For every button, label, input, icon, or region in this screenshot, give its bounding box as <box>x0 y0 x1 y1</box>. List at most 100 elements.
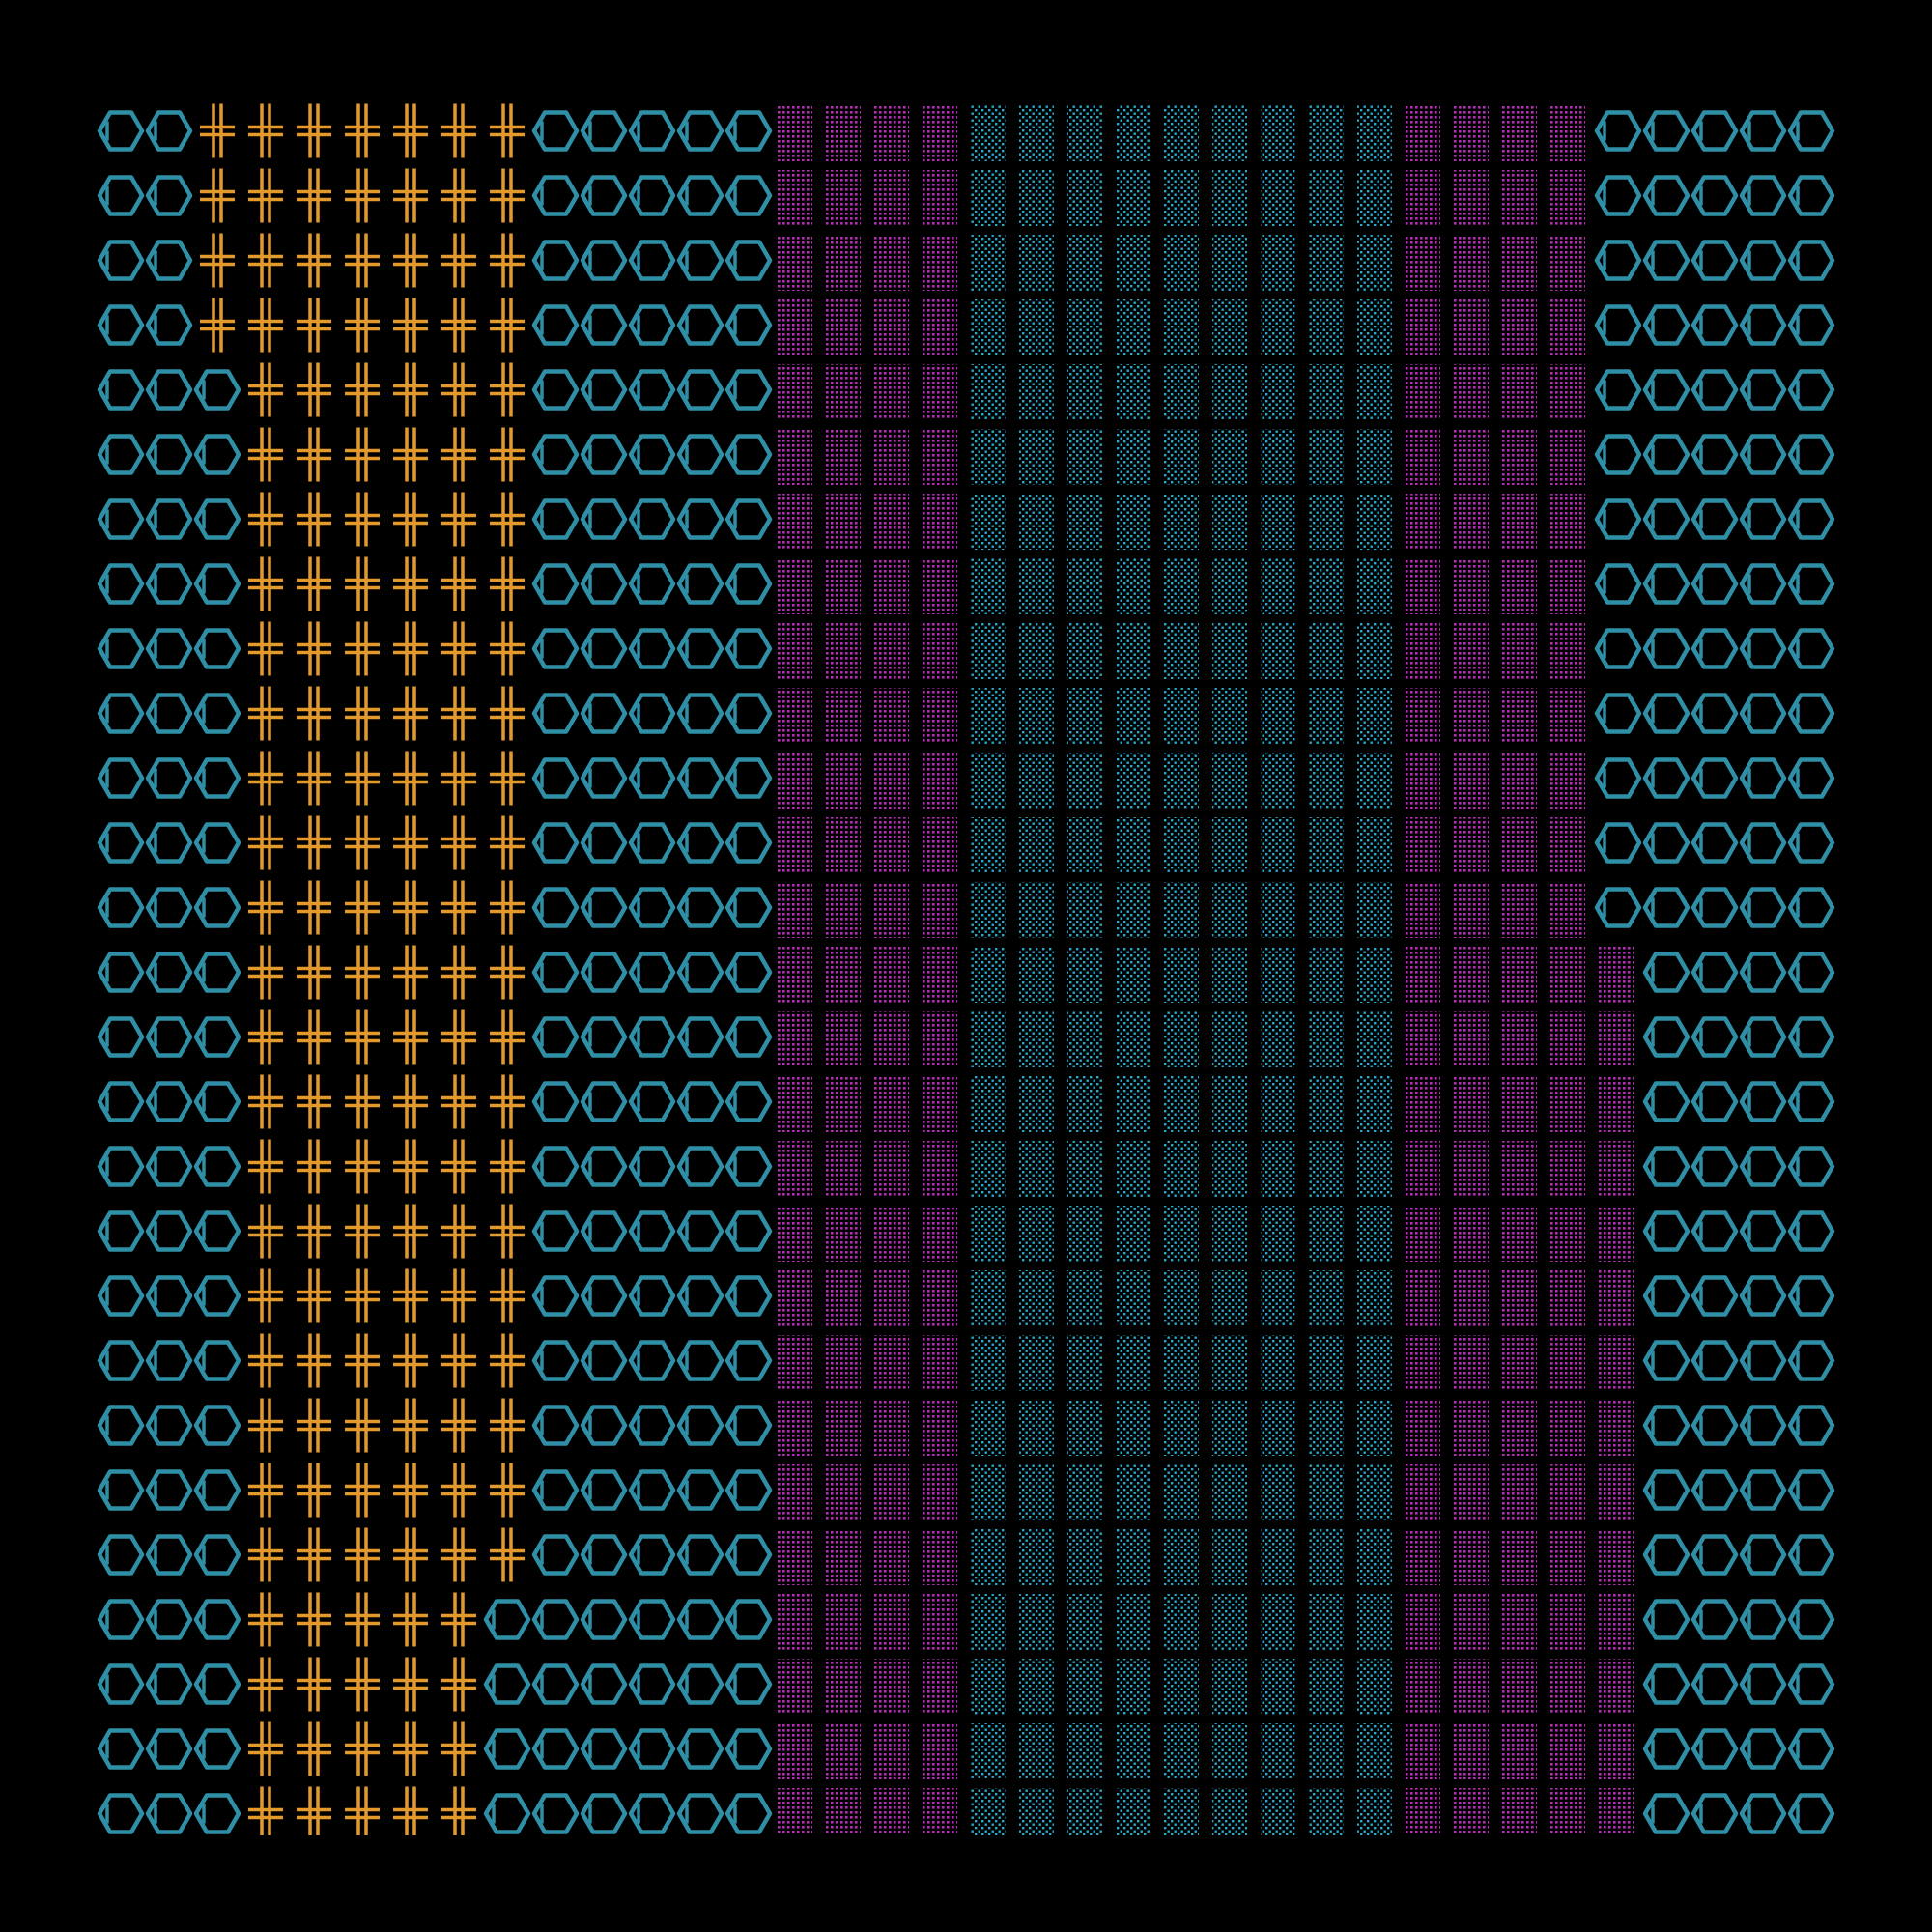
cyan-dot-block <box>971 817 1006 873</box>
cross-glyph <box>440 1525 478 1584</box>
hexagon-glyph <box>1645 566 1688 603</box>
hexagon-glyph <box>148 890 190 926</box>
magenta-dot-block <box>826 1659 861 1715</box>
hexagon-glyph <box>196 825 239 862</box>
cyan-dot-block <box>1309 558 1344 614</box>
magenta-dot-block <box>1406 494 1440 550</box>
cyan-dot-block <box>1212 947 1247 1003</box>
hexagon-glyph <box>1790 631 1833 668</box>
cross-glyph <box>440 943 478 1002</box>
cyan-dot-block <box>1212 817 1247 873</box>
cyan-dot-block <box>1116 1594 1151 1650</box>
hexagon-glyph <box>1597 113 1639 150</box>
cross-glyph <box>488 360 526 419</box>
hexagon-glyph <box>486 1666 528 1703</box>
cyan-dot-block <box>1261 1464 1295 1520</box>
hexagon-glyph <box>1645 437 1688 473</box>
magenta-dot-block <box>1550 1206 1585 1262</box>
cross-glyph <box>295 425 333 484</box>
hexagon-glyph <box>1742 372 1784 409</box>
hexagon-glyph <box>148 1084 190 1121</box>
hexagon-glyph <box>148 1019 190 1056</box>
cyan-dot-block <box>1212 1400 1247 1456</box>
cross-glyph <box>246 684 285 743</box>
cyan-dot-block <box>1261 1788 1295 1835</box>
hexagon-glyph <box>727 1472 770 1509</box>
cyan-dot-block <box>1357 235 1392 291</box>
cyan-dot-block <box>1309 1076 1344 1132</box>
cyan-dot-block <box>971 1141 1006 1197</box>
magenta-dot-block <box>1406 170 1440 226</box>
hexagon-glyph <box>727 760 770 797</box>
hexagon-glyph <box>1693 890 1736 926</box>
hexagon-glyph <box>582 631 625 668</box>
hexagon-glyph <box>1790 113 1833 150</box>
hexagon-glyph <box>679 1213 722 1250</box>
cross-glyph <box>343 1396 382 1455</box>
hexagon-glyph <box>727 113 770 150</box>
cyan-dot-block <box>1309 1529 1344 1585</box>
magenta-dot-block <box>826 364 861 420</box>
hexagon-glyph <box>582 696 625 732</box>
cross-glyph <box>295 1655 333 1714</box>
cyan-dot-block <box>1067 688 1102 744</box>
cross-glyph <box>440 1266 478 1325</box>
cyan-dot-block <box>1067 1270 1102 1326</box>
cyan-dot-block <box>1261 494 1295 550</box>
magenta-dot-block <box>778 1529 812 1585</box>
hexagon-glyph <box>99 1278 142 1315</box>
cyan-dot-block <box>971 429 1006 485</box>
cyan-dot-block <box>1116 1206 1151 1262</box>
hexagon-glyph <box>1742 1731 1784 1768</box>
cyan-dot-block <box>971 1206 1006 1262</box>
cyan-dot-block <box>1019 494 1054 550</box>
magenta-dot-block <box>1454 170 1489 226</box>
hexagon-glyph <box>727 372 770 409</box>
hexagon-glyph <box>148 1537 190 1574</box>
cross-glyph <box>488 1525 526 1584</box>
hexagon-glyph <box>534 1407 577 1444</box>
cyan-dot-block <box>1019 1788 1054 1835</box>
hexagon-glyph <box>99 437 142 473</box>
magenta-dot-block <box>1550 299 1585 355</box>
cyan-dot-block <box>1116 1723 1151 1779</box>
hexagon-glyph <box>727 825 770 862</box>
cyan-dot-block <box>1212 623 1247 679</box>
cyan-dot-block <box>1357 947 1392 1003</box>
cyan-dot-block <box>1309 1400 1344 1456</box>
hexagon-glyph <box>1597 566 1639 603</box>
magenta-dot-block <box>1550 688 1585 744</box>
magenta-dot-block <box>778 429 812 485</box>
hexagon-glyph <box>1693 1084 1736 1121</box>
colon-glyph <box>1837 511 1842 516</box>
cross-glyph <box>295 684 333 743</box>
colon-glyph <box>1837 199 1842 204</box>
magenta-dot-block <box>1406 235 1440 291</box>
cyan-dot-block <box>1261 1270 1295 1326</box>
hexagon-glyph <box>99 566 142 603</box>
cyan-dot-block <box>971 1076 1006 1132</box>
magenta-dot-block <box>1454 1206 1489 1262</box>
cross-glyph <box>488 813 526 872</box>
colon-glyph <box>1837 835 1842 839</box>
hexagon-glyph <box>534 1343 577 1379</box>
cross-glyph <box>488 1266 526 1325</box>
magenta-dot-block <box>1406 623 1440 679</box>
cross-glyph <box>295 1396 333 1455</box>
hexagon-glyph <box>1742 501 1784 538</box>
hexagon-glyph <box>582 1602 625 1638</box>
cyan-dot-block <box>1067 364 1102 420</box>
hexagon-glyph <box>99 631 142 668</box>
magenta-dot-block <box>826 1788 861 1835</box>
hexagon-glyph <box>679 1019 722 1056</box>
cyan-dot-block <box>1261 1011 1295 1067</box>
cyan-dot-block <box>1164 1141 1199 1197</box>
magenta-dot-block <box>778 299 812 355</box>
cyan-dot-block <box>1309 817 1344 873</box>
hexagon-glyph <box>1645 1343 1688 1379</box>
hexagon-glyph <box>99 113 142 150</box>
cyan-dot-block <box>1116 688 1151 744</box>
hexagon-glyph <box>1693 1796 1736 1833</box>
magenta-dot-block <box>1454 1723 1489 1779</box>
cyan-dot-block <box>1261 1076 1295 1132</box>
